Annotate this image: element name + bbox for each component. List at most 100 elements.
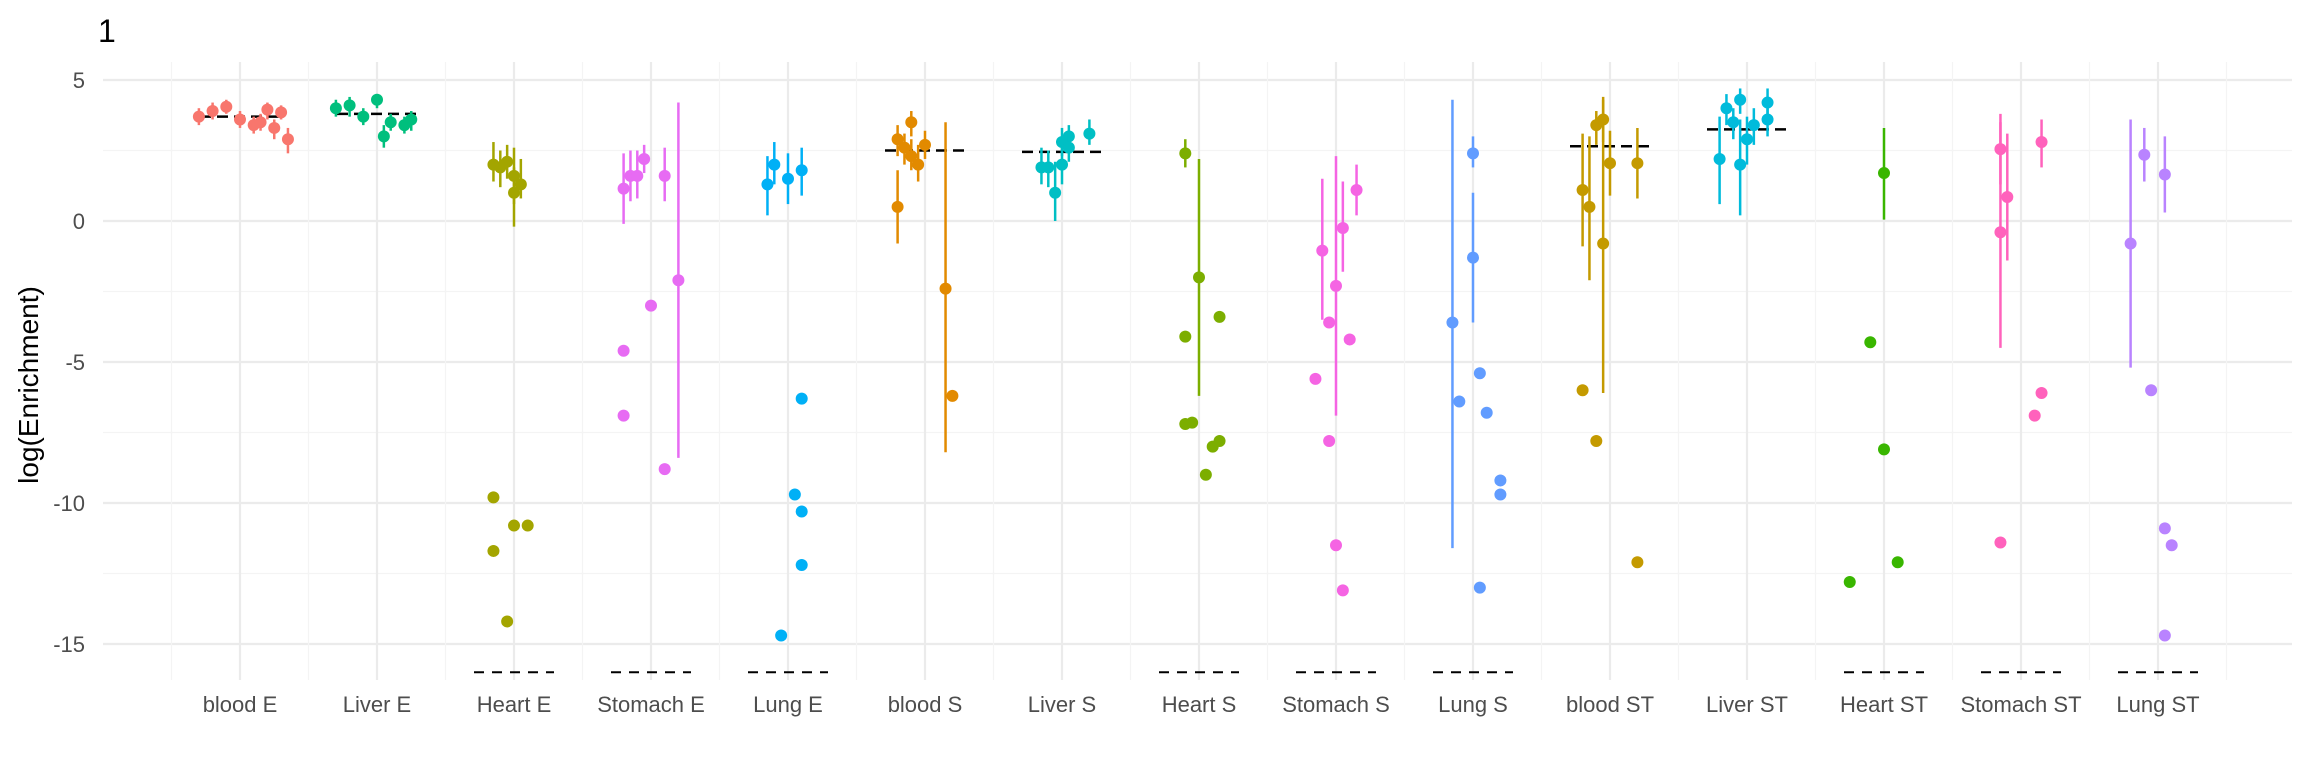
data-point <box>206 105 219 118</box>
x-axis-ticks: blood E Liver E Heart E Stomach E Lung E bloo… <box>203 692 2200 717</box>
data-point <box>1604 157 1616 170</box>
grid <box>103 62 2292 680</box>
data-point <box>898 141 911 154</box>
data-point <box>1494 488 1507 501</box>
data-point <box>905 150 918 163</box>
data-point <box>1590 434 1603 447</box>
data-point <box>1042 161 1055 174</box>
data-point <box>617 409 630 422</box>
data-point <box>405 113 418 126</box>
data-point <box>1199 468 1212 481</box>
data-point <box>946 389 959 402</box>
data-point <box>487 544 500 557</box>
data-point <box>1720 102 1733 115</box>
data-point <box>939 282 952 295</box>
data-point <box>1467 147 1479 160</box>
data-point <box>891 200 904 213</box>
data-point <box>1213 310 1226 323</box>
data-point <box>261 103 274 116</box>
data-point <box>384 116 397 129</box>
data-point <box>343 99 356 112</box>
data-point <box>1480 406 1493 419</box>
data-point <box>2145 384 2158 397</box>
data-point <box>1330 279 1342 292</box>
data-point <box>1631 157 1644 170</box>
data-points <box>192 88 2178 642</box>
data-point <box>617 344 630 357</box>
data-point <box>2001 191 2014 204</box>
x-tick-label: Stomach S <box>1282 692 1390 717</box>
data-point <box>768 158 781 171</box>
data-point <box>1713 152 1726 165</box>
data-point <box>775 629 788 642</box>
data-point <box>1309 372 1322 385</box>
data-point <box>1193 271 1205 284</box>
data-point <box>1994 226 2007 239</box>
data-point <box>1734 93 1747 106</box>
data-point <box>912 158 925 171</box>
y-tick-label: 5 <box>73 68 85 93</box>
data-point <box>2158 629 2171 642</box>
data-point <box>1179 147 1192 160</box>
data-point <box>1878 443 1890 456</box>
data-point <box>658 463 671 476</box>
data-point <box>501 155 514 168</box>
data-point <box>1494 474 1507 487</box>
data-point <box>795 505 808 518</box>
data-point <box>487 491 500 504</box>
x-tick-label: Liver ST <box>1706 692 1788 717</box>
x-tick-label: Heart E <box>477 692 552 717</box>
data-point <box>1864 336 1877 349</box>
data-point <box>1083 127 1096 140</box>
data-point <box>1316 244 1329 257</box>
data-point <box>1843 575 1856 588</box>
data-point <box>501 615 514 628</box>
x-tick-label: blood S <box>888 692 963 717</box>
data-point <box>268 121 281 134</box>
x-tick-label: blood ST <box>1566 692 1654 717</box>
data-point <box>919 138 931 151</box>
x-tick-label: Liver S <box>1028 692 1096 717</box>
x-tick-label: Stomach E <box>597 692 705 717</box>
data-point <box>357 110 370 123</box>
data-point <box>1467 251 1479 264</box>
data-point <box>1323 316 1336 329</box>
data-point <box>1761 113 1774 126</box>
data-point <box>2028 409 2041 422</box>
data-point <box>1741 133 1753 146</box>
data-point <box>782 172 794 185</box>
data-point <box>1446 316 1459 329</box>
data-point <box>795 392 808 405</box>
data-point <box>1583 200 1596 213</box>
data-point <box>192 110 205 123</box>
data-point <box>1056 158 1068 171</box>
data-point <box>508 186 520 199</box>
data-point <box>508 519 520 532</box>
data-point <box>514 178 527 191</box>
data-point <box>1747 119 1760 132</box>
data-point <box>1473 581 1486 594</box>
data-point <box>2035 387 2048 400</box>
data-point <box>631 169 644 182</box>
data-point <box>672 274 685 287</box>
y-axis-ticks: 5 0 -5 -10 -15 <box>53 68 85 657</box>
data-point <box>1727 116 1740 129</box>
data-point <box>1179 330 1192 343</box>
data-point <box>1878 167 1890 180</box>
data-point <box>371 93 383 106</box>
data-point <box>1576 384 1589 397</box>
data-point <box>377 130 390 143</box>
data-point <box>1891 556 1904 569</box>
y-tick-label: -10 <box>53 491 85 516</box>
data-point <box>2035 136 2048 149</box>
data-point <box>2158 168 2171 181</box>
data-point <box>1330 539 1342 552</box>
data-point <box>1761 96 1774 109</box>
data-point <box>1597 237 1610 250</box>
data-point <box>1336 222 1349 235</box>
data-point <box>617 182 630 195</box>
x-tick-label: Lung S <box>1438 692 1508 717</box>
data-point <box>2165 539 2178 552</box>
data-point <box>1631 556 1644 569</box>
